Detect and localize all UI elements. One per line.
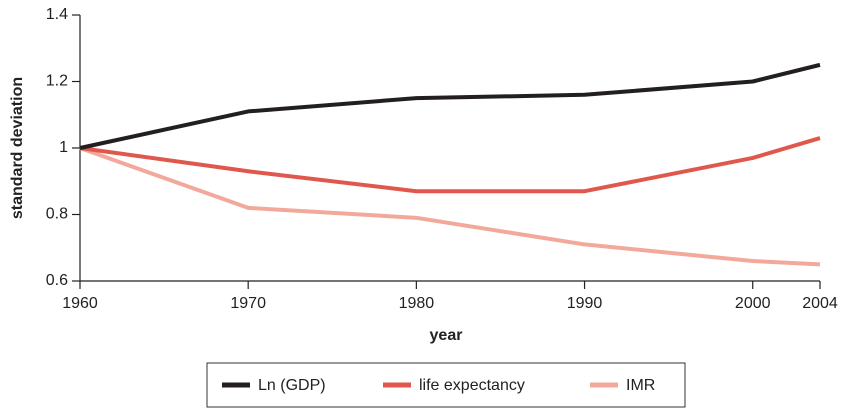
x-axis-label: year <box>430 327 463 344</box>
x-tick-label: 2000 <box>735 295 771 312</box>
x-tick-label: 1960 <box>62 295 98 312</box>
y-tick-label: 1 <box>59 139 68 156</box>
x-tick-label: 2004 <box>802 295 838 312</box>
legend-label: life expectancy <box>419 377 525 394</box>
x-tick-label: 1970 <box>230 295 266 312</box>
x-tick-label: 1980 <box>399 295 435 312</box>
y-tick-label: 0.6 <box>46 272 68 289</box>
y-tick-label: 0.8 <box>46 206 68 223</box>
y-tick-label: 1.2 <box>46 73 68 90</box>
line <box>79 62 821 150</box>
legend-box <box>206 362 686 408</box>
x-tick-label: 1990 <box>567 295 603 312</box>
line <box>79 146 821 267</box>
y-axis-label: standard deviation <box>9 77 26 219</box>
y-tick-label: 1.4 <box>46 6 68 23</box>
line <box>79 136 821 194</box>
legend-label: IMR <box>626 377 655 394</box>
legend-label: Ln (GDP) <box>258 377 326 394</box>
